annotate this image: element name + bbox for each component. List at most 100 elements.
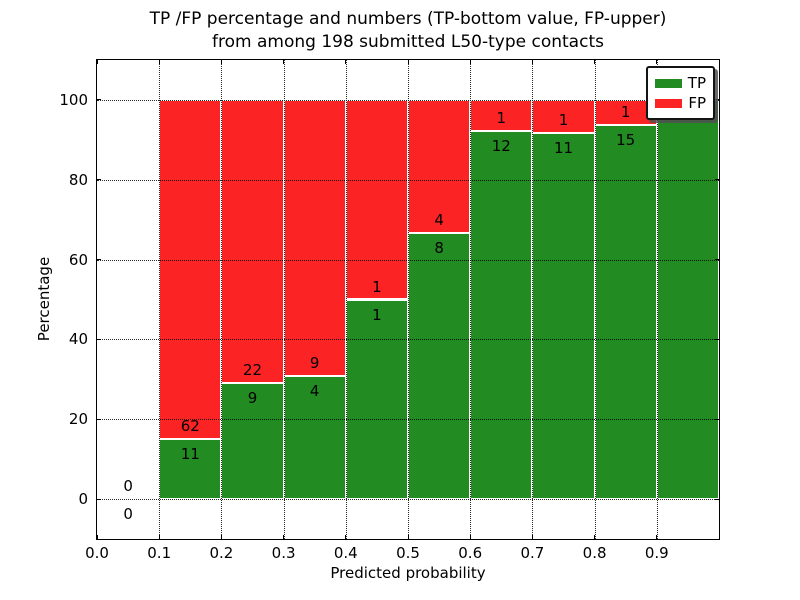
y-tick-mark [97, 418, 101, 420]
chart-title-line1: TP /FP percentage and numbers (TP-bottom… [149, 9, 667, 29]
bar-count-label-fp: 1 [372, 277, 382, 296]
vertical-gridline [408, 60, 409, 539]
x-tick-mark-top [656, 60, 658, 64]
x-tick-mark-top [158, 60, 160, 64]
x-tick-mark-top [531, 60, 533, 64]
x-tick-label: 0.2 [209, 544, 234, 562]
x-tick-mark [345, 535, 347, 539]
vertical-gridline [594, 60, 596, 539]
bar-fp-segment [408, 99, 471, 233]
x-tick-mark-top [594, 60, 596, 64]
y-tick-label: 20 [68, 410, 88, 429]
vertical-gridline [283, 60, 285, 539]
x-tick-label: 0.3 [271, 544, 296, 562]
bar-tp-segment [345, 299, 408, 500]
bar-tp-segment [408, 232, 471, 500]
x-tick-mark-top [345, 60, 347, 64]
x-tick-label: 0.7 [520, 544, 545, 562]
bar-count-label-fp: 62 [180, 416, 200, 435]
legend-label-tp: TP [687, 74, 706, 92]
x-tick-label: 0.4 [333, 544, 358, 562]
x-tick-mark-top [283, 60, 285, 64]
vertical-gridline [345, 60, 347, 539]
bar-count-label-tp: 1 [372, 305, 382, 324]
x-tick-label: 0.0 [85, 544, 109, 562]
bar-count-label-tp: 0 [123, 505, 133, 524]
y-tick-mark-right [715, 418, 719, 420]
bar-count-label-tp: 9 [247, 389, 258, 408]
legend-label-fp: FP [688, 94, 706, 112]
x-tick-label: 0.6 [458, 544, 483, 562]
legend-item-fp: FP [655, 93, 706, 113]
bar-count-label-fp: 1 [496, 108, 507, 127]
bar-tp-segment [594, 124, 657, 500]
bar-fp-segment [221, 99, 284, 384]
x-axis-label: Predicted probability [330, 564, 486, 582]
x-tick-label: 0.5 [396, 544, 420, 562]
x-tick-mark-top [407, 60, 409, 64]
bar-count-label-tp: 12 [491, 136, 511, 155]
x-tick-mark [407, 535, 409, 539]
bar-fp-segment [283, 99, 346, 377]
chart-title: TP /FP percentage and numbers (TP-bottom… [96, 8, 720, 54]
bar-tp-segment [532, 133, 595, 500]
x-tick-label: 0.8 [582, 544, 607, 562]
x-tick-mark [283, 535, 285, 539]
x-tick-mark [656, 535, 658, 539]
y-tick-mark-right [715, 498, 719, 500]
y-tick-mark-right [715, 338, 719, 340]
y-tick-label: 60 [68, 250, 88, 269]
bar-count-label-tp: 4 [309, 382, 320, 401]
x-tick-label: 0.9 [644, 544, 669, 562]
bar-fp-segment [159, 99, 222, 439]
y-tick-label: 40 [68, 330, 88, 349]
y-tick-mark-right [715, 99, 719, 101]
bar-count-label-fp: 9 [309, 354, 320, 373]
y-tick-mark [97, 338, 101, 340]
y-tick-label: 100 [59, 90, 88, 109]
bar-count-label-tp: 11 [180, 444, 200, 463]
chart-title-line2: from among 198 submitted L50-type contac… [212, 32, 604, 52]
x-tick-mark [158, 535, 160, 539]
bar-count-label-fp: 0 [123, 477, 133, 496]
y-tick-mark-right [715, 259, 719, 261]
x-tick-mark-top [220, 60, 222, 64]
legend-swatch-tp [655, 78, 682, 88]
y-tick-mark [97, 259, 101, 261]
x-tick-mark [531, 535, 533, 539]
legend-item-tp: TP [655, 73, 706, 93]
y-tick-mark [97, 99, 101, 101]
y-axis-label: Percentage [35, 256, 53, 342]
bar-tp-segment [221, 383, 284, 500]
bar-tp-segment [656, 99, 719, 500]
x-tick-mark [594, 535, 596, 539]
legend-swatch-fp [655, 98, 682, 108]
x-tick-mark [96, 535, 98, 539]
x-tick-mark [469, 535, 471, 539]
x-tick-mark-top [96, 60, 98, 64]
vertical-gridline [532, 60, 534, 539]
bar-count-label-fp: 1 [558, 111, 569, 130]
bar-fp-segment [345, 99, 408, 300]
y-tick-mark-right [715, 179, 719, 181]
x-tick-label: 0.1 [147, 544, 172, 562]
vertical-gridline [159, 60, 161, 539]
y-tick-label: 0 [78, 490, 88, 509]
bar-count-label-tp: 11 [553, 139, 574, 158]
y-tick-mark [97, 498, 101, 500]
legend: TP FP [646, 66, 715, 120]
x-tick-mark-top [469, 60, 471, 64]
vertical-gridline [470, 60, 472, 539]
vertical-gridline [656, 60, 658, 539]
bar-tp-segment [470, 130, 533, 500]
bar-tp-segment [159, 438, 222, 500]
bar-count-label-tp: 8 [434, 238, 444, 257]
x-tick-mark [220, 535, 222, 539]
vertical-gridline [221, 60, 223, 539]
bar-count-label-fp: 1 [620, 102, 631, 121]
plot-area: 006211229941148112111115026TPFP [96, 59, 720, 540]
y-tick-label: 80 [68, 170, 88, 189]
bar-count-label-fp: 4 [434, 210, 444, 229]
y-tick-mark [97, 179, 101, 181]
